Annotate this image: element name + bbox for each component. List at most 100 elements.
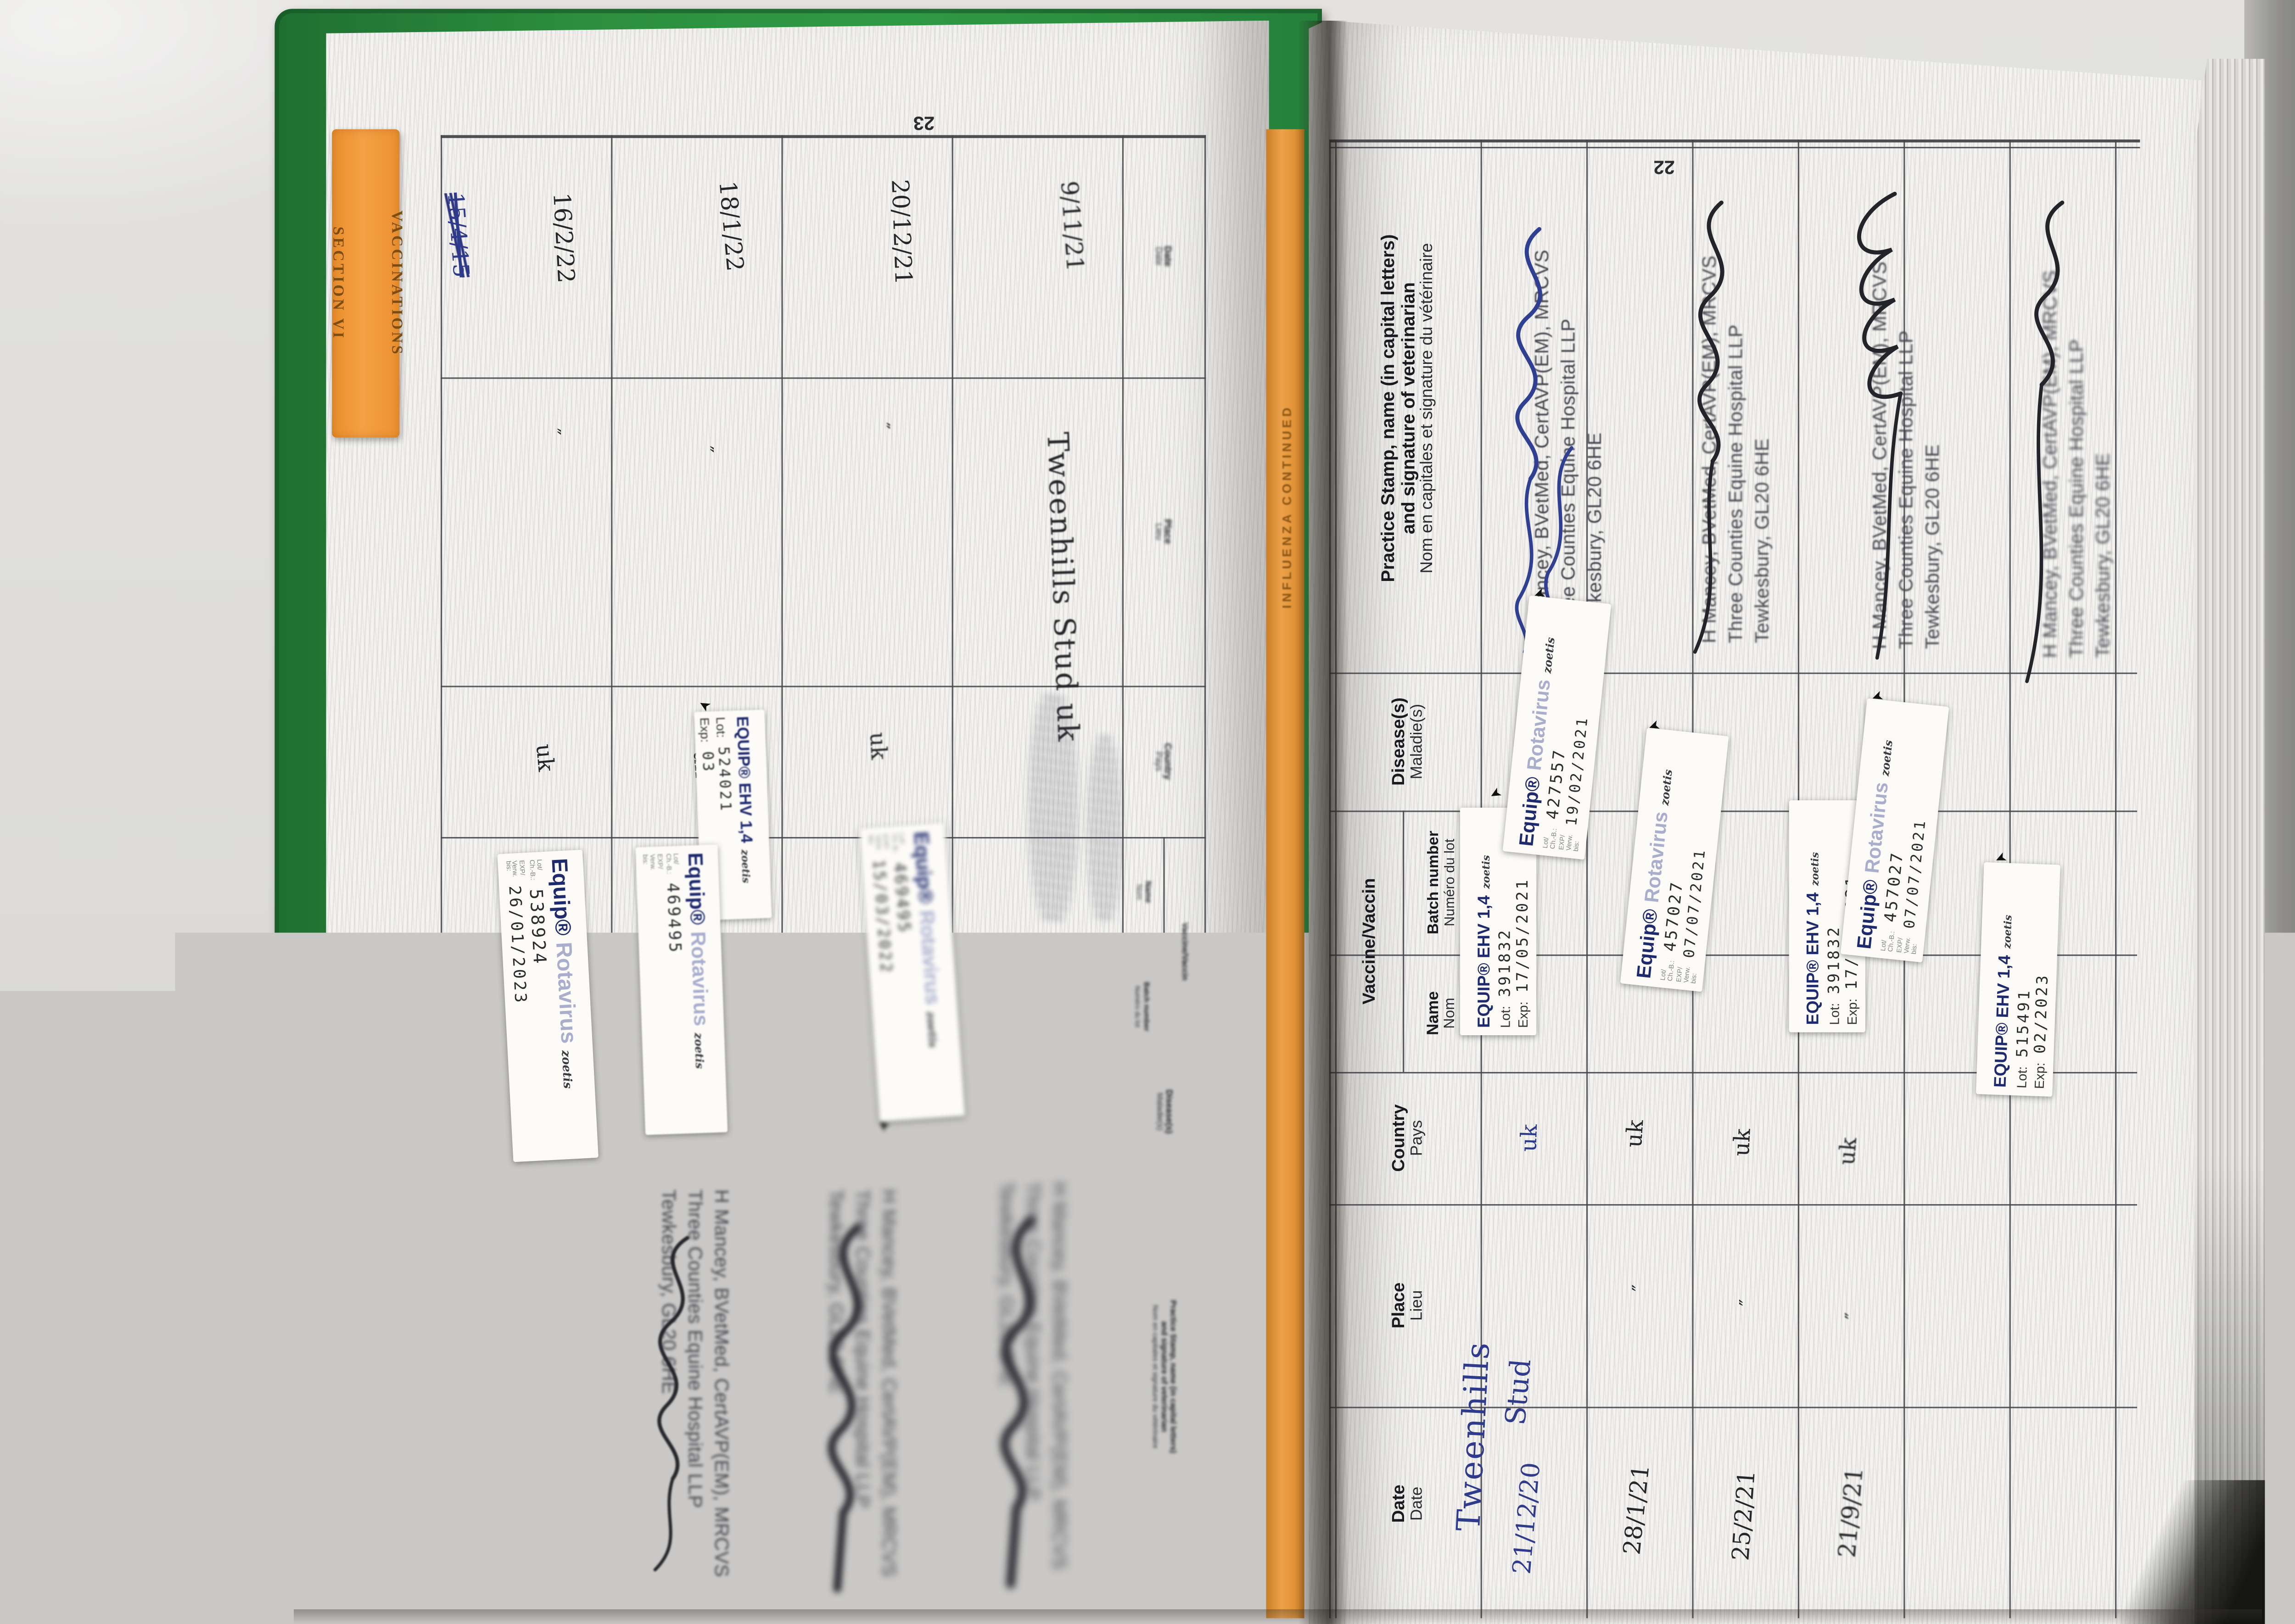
exp-value: 03	[699, 751, 716, 774]
label: Nom	[1134, 837, 1142, 947]
tab-line2: SECTION VI	[322, 129, 351, 438]
label: Batch number	[1425, 810, 1442, 954]
sticker-title: Equip®	[683, 852, 710, 925]
exp-label: Exp:	[1516, 1001, 1530, 1028]
sticker-title: Equip®	[1516, 776, 1545, 848]
label: Lieu	[1409, 1204, 1426, 1407]
label: Name	[1143, 837, 1152, 947]
lot-label: Lot/	[672, 853, 680, 865]
exp-value: 17/05/2021	[1514, 878, 1532, 993]
exp-label: Exp:	[1845, 999, 1859, 1025]
exp-label: EXP/	[655, 854, 663, 869]
exp-label3: bis:	[642, 854, 649, 865]
lot-value: 538924	[526, 888, 550, 966]
lot-label2: Ch.-B.:	[529, 859, 537, 881]
label: Disease(s)	[1163, 1066, 1172, 1157]
label: and signature of veterinarian	[1398, 144, 1419, 673]
sticker-title: Equip®	[1633, 908, 1662, 980]
label: Nom	[1442, 954, 1458, 1072]
header-disease: Disease(s) Maladie(s)	[1334, 673, 1472, 820]
zoetis-logo: zoetis	[1659, 769, 1676, 806]
exp-label3: bis:	[868, 835, 876, 846]
exp-label: Exp:	[2032, 1062, 2048, 1089]
lot-value: 469495	[662, 882, 684, 954]
tab-line1: VACCINATIONS	[381, 129, 410, 438]
bottom-shadow	[294, 1609, 2262, 1624]
signature-scribble	[1668, 191, 1757, 661]
signature-scribble	[799, 1219, 902, 1601]
lot-value: 391832	[1826, 925, 1843, 994]
label: Date	[1154, 135, 1163, 377]
zoetis-logo: zoetis	[739, 849, 753, 883]
left-header-disease: Disease(s) Maladie(s)	[1122, 1066, 1213, 1148]
label: Batch number	[1142, 947, 1151, 1066]
left-header-country: Country Pays	[1122, 686, 1274, 768]
blurred-handwriting	[1087, 734, 1122, 925]
scanned-book-spread: 23 Date Date Place Lieu Country	[0, 0, 2295, 1624]
sticker-title: Equip®	[909, 831, 938, 905]
label: Country	[1163, 686, 1173, 837]
zoetis-logo: zoetis	[2000, 915, 2015, 949]
sticker-title2: Rotavirus	[550, 942, 581, 1044]
lot-value: 524021	[714, 746, 733, 813]
zoetis-logo: zoetis	[1541, 636, 1558, 674]
label: Numéro du lot	[1442, 810, 1458, 954]
label: Name	[1425, 954, 1442, 1072]
zoetis-logo: zoetis	[691, 1032, 706, 1069]
label: Vaccine/Vaccin	[1358, 810, 1378, 1072]
signature-scribble	[1836, 179, 1924, 664]
label: Place	[1388, 1204, 1409, 1407]
lot-value: 515491	[2014, 988, 2034, 1058]
exp-label3: bis:	[1909, 943, 1918, 954]
lot-label: Lot/	[898, 833, 906, 844]
exp-label: Exp:	[698, 717, 714, 743]
lot-label2: Ch.-B.:	[665, 854, 673, 874]
label: Maladie(s)	[1154, 1066, 1163, 1157]
zoetis-logo: zoetis	[1879, 739, 1896, 776]
label: Lieu	[1154, 377, 1163, 686]
label: Pays	[1409, 1072, 1426, 1204]
exp-label2: Verw.	[511, 860, 520, 877]
section-tab-text: VACCINATIONS SECTION VI	[332, 129, 640, 197]
zoetis-logo: zoetis	[1808, 852, 1821, 886]
label: Numéro du lot	[1135, 947, 1142, 1066]
lot-label: Lot:	[714, 717, 730, 738]
signature-scribble	[453, 1219, 555, 1586]
spine-shadow	[1299, 21, 1349, 1624]
sticker-title: EQUIP® EHV 1,4	[1805, 893, 1823, 1025]
lot-value: 391832	[1497, 928, 1514, 997]
label: Place	[1163, 377, 1173, 686]
label: Pays	[1154, 686, 1163, 837]
header-place: Place Lieu	[1334, 1204, 1537, 1351]
signature-scribble	[626, 1226, 728, 1579]
label: Nom en capitales et signature du vétérin…	[1419, 144, 1436, 673]
exp-label3: bis:	[1689, 973, 1697, 984]
exp-label3: bis:	[504, 861, 512, 871]
sticker-title: Equip®	[1853, 879, 1883, 950]
exp-label3: bis:	[1572, 841, 1580, 852]
lot-label2: Ch.-B.:	[1666, 960, 1676, 982]
exp-label: EXP/	[518, 860, 526, 876]
vaccine-sticker-rotavirus: Equip® Rotavirus zoetis Lot/ Ch.-B.: 469…	[635, 844, 728, 1135]
header-country: Country Pays	[1334, 1072, 1466, 1219]
sticker-title: EQUIP® EHV 1,4	[1476, 895, 1494, 1028]
lot-label: Lot:	[2015, 1066, 2030, 1088]
exp-label2: Verw.	[649, 854, 656, 871]
sticker-title2: Rotavirus	[915, 910, 945, 1006]
blurred-handwriting	[1028, 690, 1078, 925]
sticker-title: Equip®	[546, 858, 575, 936]
zoetis-logo: zoetis	[923, 1011, 939, 1048]
lot-label2: Ch.-B.:	[1549, 828, 1558, 849]
label: Practice Stamp, name (in capital letters…	[1378, 144, 1399, 673]
zoetis-logo: zoetis	[559, 1050, 576, 1089]
label: Date	[1409, 1407, 1426, 1601]
vaccine-sticker-rotavirus: Equip® Rotavirus zoetis Lot/ Ch.-B.: 538…	[497, 850, 599, 1162]
signature-scribble	[2006, 188, 2094, 687]
sticker-title: EQUIP® EHV 1,4	[733, 716, 755, 843]
header-date: Date Date	[1334, 1407, 1528, 1554]
lot-label: Lot:	[1827, 1003, 1842, 1025]
lot-label2: Ch.-B.:	[891, 833, 900, 854]
sticker-title: EQUIP® EHV 1,4	[1993, 955, 2015, 1088]
label: Maladie(s)	[1409, 673, 1426, 811]
exp-label2: Verw.	[874, 834, 883, 851]
